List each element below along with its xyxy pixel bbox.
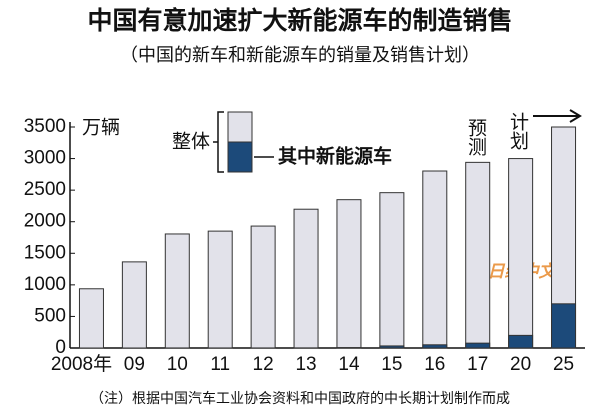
legend-label: 整体 [172,131,210,153]
bar [121,261,147,349]
x-tick-label: 2008年 [51,353,112,375]
y-tick-label: 2000 [24,211,66,232]
y-tick-label: 1500 [24,242,66,263]
annotation: 计划 [507,112,529,150]
y-tick-label: 3500 [24,116,66,137]
bar [78,288,104,349]
chart-title: 中国有意加速扩大新能源车的制造销售 [87,6,512,35]
y-tick-label: 500 [34,305,66,326]
y-tick-label: 2500 [24,179,66,200]
bar [508,334,534,349]
x-tick-label: 25 [553,354,574,375]
x-tick-label: 09 [124,354,145,375]
x-tick-label: 20 [510,354,531,375]
x-tick-label: 14 [338,354,360,375]
bar [379,345,405,349]
bar [465,161,491,349]
x-tick-label: 15 [381,354,402,375]
y-tick-label: 0 [55,337,66,358]
legend-label: 其中新能源车 [278,145,392,168]
x-tick-label: 11 [210,354,230,375]
y-unit: 万辆 [82,117,120,139]
arrow [533,109,582,123]
legend-swatch [227,111,253,143]
bar [551,303,577,349]
bar [164,233,190,349]
bar [250,225,276,349]
bar [465,342,491,349]
bar [508,158,534,349]
bar [422,170,448,349]
legend-bracket [213,111,224,173]
bar [422,344,448,349]
footnote: （注）根据中国汽车工业协会资料和中国政府的中长期计划制作而成 [90,390,510,407]
x-tick-label: 10 [167,354,188,375]
bar [379,192,405,349]
bar [336,199,362,349]
bar [207,230,233,349]
x-tick-label: 13 [295,354,316,375]
y-tick-label: 3000 [24,148,66,169]
x-tick-label: 17 [467,354,488,375]
chart-subtitle: （中国的新车和新能源车的销量及销售计划） [120,45,480,66]
x-tick-label: 12 [253,354,274,375]
legend-swatch [227,141,253,173]
x-tick-label: 16 [424,354,445,375]
bar [293,208,319,349]
y-tick-label: 1000 [24,274,66,295]
annotation: 预测 [465,118,487,156]
